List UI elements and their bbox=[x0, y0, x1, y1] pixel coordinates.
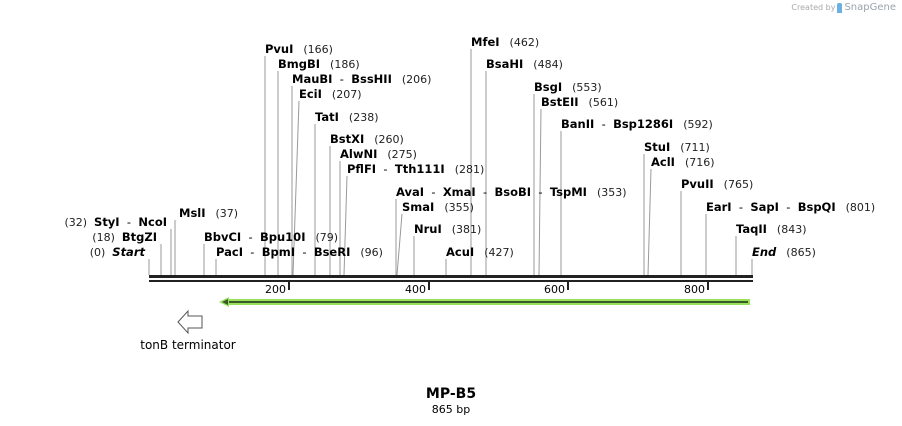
site-cut-line bbox=[647, 168, 652, 276]
restriction-site-label[interactable]: AlwNI (275) bbox=[340, 147, 417, 161]
green-feature-arrow[interactable] bbox=[219, 297, 750, 307]
sequence-length: 865 bp bbox=[431, 403, 471, 416]
restriction-site-label[interactable]: BsaHI (484) bbox=[486, 57, 563, 71]
restriction-site-label[interactable]: AcuI (427) bbox=[446, 245, 514, 259]
restriction-site-label[interactable]: (18) BtgZI bbox=[92, 230, 157, 244]
restriction-site-label[interactable]: SmaI (355) bbox=[402, 200, 474, 214]
restriction-site-label[interactable]: PvuII (765) bbox=[681, 177, 753, 191]
feature-label[interactable]: tonB terminator bbox=[140, 338, 236, 352]
restriction-site-label[interactable]: PvuI (166) bbox=[265, 42, 333, 56]
tick-mark bbox=[707, 282, 709, 290]
site-cut-line bbox=[396, 213, 403, 276]
site-cut-line bbox=[292, 100, 300, 276]
restriction-site-label[interactable]: PflFI - Tth111I (281) bbox=[347, 162, 484, 176]
map-title: MP-B5 bbox=[425, 386, 477, 402]
restriction-site-label[interactable]: BanII - Bsp1286I (592) bbox=[561, 117, 713, 131]
restriction-site-labels[interactable]: (0) Start(18) BtgZI(32) StyI - NcoI MslI(… bbox=[64, 35, 875, 259]
restriction-site-label[interactable]: BstXI (260) bbox=[330, 132, 404, 146]
restriction-site-label[interactable]: StuI (711) bbox=[644, 140, 710, 154]
restriction-site-label[interactable]: EciI (207) bbox=[299, 87, 362, 101]
restriction-site-label[interactable]: TaqII (843) bbox=[736, 222, 807, 236]
restriction-site-label[interactable]: BsgI (553) bbox=[534, 80, 602, 94]
ruler-ticks: 200 400 600 800 bbox=[265, 282, 709, 296]
site-lines bbox=[148, 49, 753, 276]
restriction-site-label[interactable]: MslI (37) bbox=[179, 206, 238, 220]
restriction-site-label[interactable]: (0) Start bbox=[90, 245, 146, 259]
restriction-site-label[interactable]: (32) StyI - NcoI bbox=[64, 215, 167, 229]
features-track[interactable] bbox=[219, 297, 750, 307]
site-cut-line bbox=[538, 108, 542, 276]
restriction-site-label[interactable]: BstEII (561) bbox=[541, 95, 618, 109]
restriction-site-label[interactable]: BbvCI - Bpu10I (79) bbox=[204, 230, 338, 244]
restriction-site-label[interactable]: MfeI (462) bbox=[471, 35, 539, 49]
tick-mark bbox=[567, 282, 569, 290]
tick-label: 400 bbox=[405, 283, 426, 296]
backbone-top-strand[interactable] bbox=[149, 275, 753, 278]
restriction-site-label[interactable]: AclI (716) bbox=[651, 155, 715, 169]
restriction-site-label[interactable]: EarI - SapI - BspQI (801) bbox=[706, 200, 875, 214]
tick-label: 600 bbox=[544, 283, 565, 296]
tick-mark bbox=[288, 282, 290, 290]
backbone-bottom-strand[interactable] bbox=[149, 280, 753, 282]
restriction-site-label[interactable]: NruI (381) bbox=[414, 222, 481, 236]
offscreen-feature[interactable]: tonB terminator bbox=[140, 309, 236, 352]
left-arrow-icon[interactable] bbox=[177, 309, 203, 335]
restriction-site-label[interactable]: AvaI - XmaI - BsoBI - TspMI (353) bbox=[396, 185, 627, 199]
credit-prefix: Created by bbox=[791, 3, 836, 12]
restriction-site-label[interactable]: MauBI - BssHII (206) bbox=[292, 72, 431, 86]
restriction-site-label[interactable]: PacI - BpmI - BseRI (96) bbox=[216, 245, 383, 259]
site-cut-line bbox=[343, 175, 348, 276]
snapgene-credit[interactable]: Created by SnapGene bbox=[791, 2, 896, 13]
sequence-backbone[interactable] bbox=[149, 275, 753, 282]
credit-brand: SnapGene bbox=[844, 2, 896, 13]
snapgene-logo-icon bbox=[837, 2, 843, 13]
tick-label: 800 bbox=[684, 283, 705, 296]
restriction-site-label[interactable]: TatI (238) bbox=[315, 110, 379, 124]
restriction-site-label[interactable]: End (865) bbox=[752, 245, 816, 259]
tick-mark bbox=[428, 282, 430, 290]
tick-label: 200 bbox=[265, 283, 286, 296]
restriction-site-label[interactable]: BmgBI (186) bbox=[278, 57, 360, 71]
